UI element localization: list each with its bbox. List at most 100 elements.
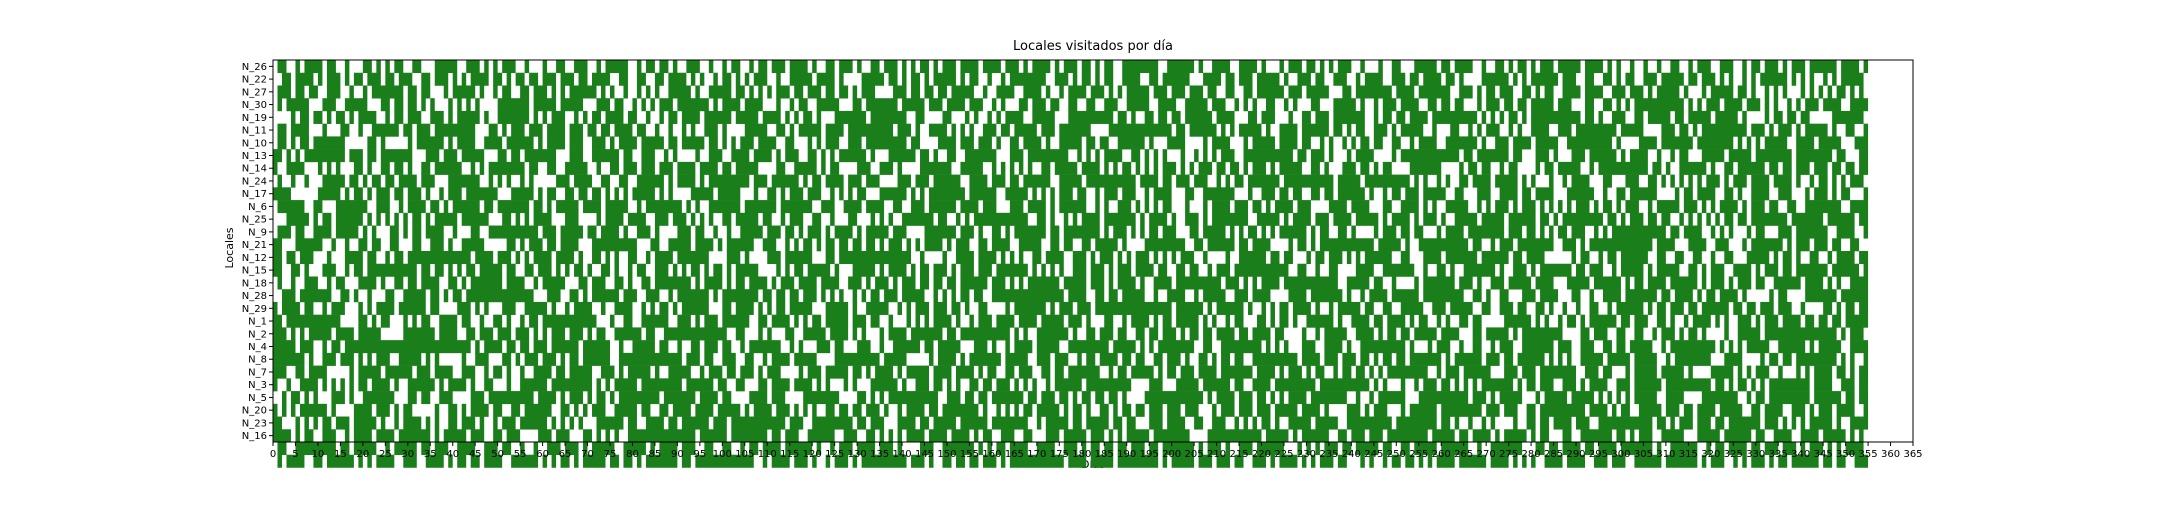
visit-cell <box>416 123 431 137</box>
visit-cell <box>1081 238 1091 252</box>
visit-cell <box>1724 187 1734 201</box>
visit-cell <box>695 238 714 252</box>
visit-cell <box>1167 352 1181 366</box>
visit-cell <box>969 72 979 86</box>
x-tick-label: 360 <box>1881 449 1900 460</box>
visit-cell <box>1526 378 1536 392</box>
visit-cell <box>1832 238 1842 252</box>
visit-cell <box>313 212 318 226</box>
visit-cell <box>1742 454 1747 468</box>
visit-cell <box>1688 110 1711 124</box>
visit-cell <box>726 225 732 239</box>
visit-cell <box>1764 85 1770 99</box>
visit-cell <box>744 403 750 417</box>
chart-title: Locales visitados por día <box>1013 39 1173 54</box>
visit-cell <box>1373 136 1383 150</box>
visit-cell <box>704 340 718 354</box>
visit-cell <box>322 98 336 112</box>
visit-cell <box>1032 60 1051 74</box>
visit-cell <box>960 416 988 430</box>
visit-cell <box>1607 60 1612 74</box>
visit-cell <box>1252 289 1271 303</box>
visit-cell <box>1189 161 1195 175</box>
visit-cell <box>785 263 790 277</box>
visit-cell <box>1054 365 1064 379</box>
visit-cell <box>1239 391 1253 405</box>
visit-cell <box>1396 110 1406 124</box>
visit-cell <box>946 149 956 163</box>
visit-cell <box>1225 251 1231 265</box>
visit-cell <box>479 85 485 99</box>
visit-cell <box>1504 314 1532 328</box>
visit-cell <box>785 225 795 239</box>
visit-cell <box>407 187 422 201</box>
visit-cell <box>520 365 525 379</box>
visit-cell <box>1252 98 1257 112</box>
visit-cell <box>1495 60 1505 74</box>
visit-cell <box>1059 85 1064 99</box>
visit-cell <box>1176 123 1186 137</box>
visit-cell <box>583 403 588 417</box>
visit-cell <box>1652 161 1662 175</box>
visit-cell <box>1706 442 1711 456</box>
visit-cell <box>1382 161 1392 175</box>
visit-cell <box>1620 251 1648 265</box>
visit-cell <box>825 251 835 265</box>
visit-cell <box>677 314 691 328</box>
x-tick-label: 55 <box>514 449 527 460</box>
visit-cell <box>493 403 503 417</box>
visit-cell <box>1468 161 1478 175</box>
visit-cell <box>1611 110 1626 124</box>
visit-cell <box>488 391 534 405</box>
visit-cell <box>803 174 808 188</box>
visit-cell <box>1445 251 1478 265</box>
visit-cell <box>1486 123 1500 137</box>
visit-cell <box>1436 365 1442 379</box>
visit-cell <box>1400 149 1460 163</box>
visit-cell <box>1373 123 1388 137</box>
visit-cell <box>1014 225 1046 239</box>
visit-cell <box>1279 161 1302 175</box>
visit-cell <box>1719 225 1725 239</box>
visit-cell <box>358 110 377 124</box>
visit-cell <box>866 403 880 417</box>
visit-cell <box>466 289 534 303</box>
visit-cell <box>973 289 983 303</box>
visit-cell <box>991 340 997 354</box>
visit-cell <box>1203 200 1208 214</box>
visit-cell <box>771 276 777 290</box>
visit-cell <box>1593 200 1599 214</box>
visit-cell <box>699 365 705 379</box>
visit-cell <box>825 365 849 379</box>
visit-cell <box>1243 416 1249 430</box>
visit-cell <box>758 136 777 150</box>
visit-cell <box>1230 123 1235 137</box>
visit-cell <box>1252 276 1257 290</box>
x-tick-label: 170 <box>1027 449 1046 460</box>
visit-cell <box>803 391 840 405</box>
visit-cell <box>1081 212 1100 226</box>
visit-cell <box>1863 187 1869 201</box>
visit-cell <box>812 212 822 226</box>
visit-cell <box>556 251 575 265</box>
visit-cell <box>1189 85 1204 99</box>
visit-cell <box>1832 263 1860 277</box>
visit-cell <box>870 416 885 430</box>
visit-cell <box>1140 212 1145 226</box>
visit-cell <box>1769 378 1810 392</box>
visit-cell <box>421 72 431 86</box>
visit-cell <box>1585 442 1594 456</box>
visit-cell <box>888 314 894 328</box>
visit-cell <box>556 200 579 214</box>
visit-cell <box>780 200 813 214</box>
visit-cell <box>1185 110 1213 124</box>
visit-cell <box>389 225 399 239</box>
visit-cell <box>1585 72 1594 86</box>
visit-cell <box>627 276 633 290</box>
visit-cell <box>1099 136 1109 150</box>
visit-cell <box>1095 200 1100 214</box>
visit-cell <box>1373 161 1379 175</box>
visit-cell <box>592 251 601 265</box>
y-tick-label: N_1 <box>248 317 267 328</box>
visit-cell <box>1027 276 1060 290</box>
